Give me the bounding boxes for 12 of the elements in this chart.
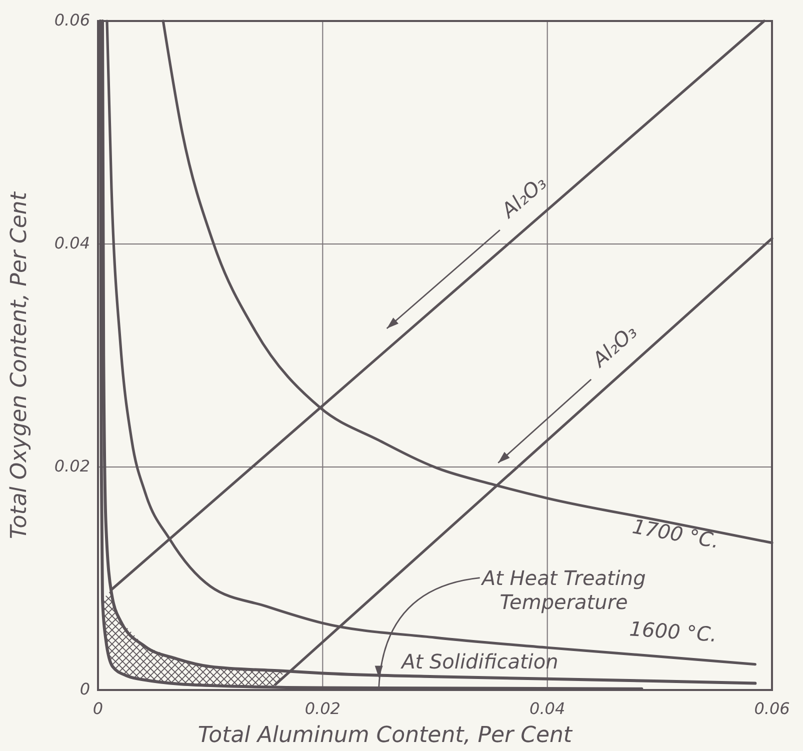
y-tick-label: 0.04 [54, 233, 90, 252]
y-tick-label: 0.06 [54, 10, 90, 30]
x-axis-title: Total Aluminum Content, Per Cent [198, 723, 574, 748]
x-tick-label: 0.02 [304, 699, 340, 718]
y-axis-title: Total Oxygen Content, Per Cent [7, 190, 32, 539]
y-tick-label: 0.02 [54, 456, 90, 476]
y-tick-label: 0 [80, 679, 90, 698]
x-tick-label: 0.04 [530, 699, 566, 718]
text: 1700 °C. [630, 514, 722, 554]
x-tick-label: 0 [92, 699, 104, 718]
x-tick-label: 0.06 [754, 699, 790, 718]
series-label: 1600 °C. [628, 616, 718, 647]
